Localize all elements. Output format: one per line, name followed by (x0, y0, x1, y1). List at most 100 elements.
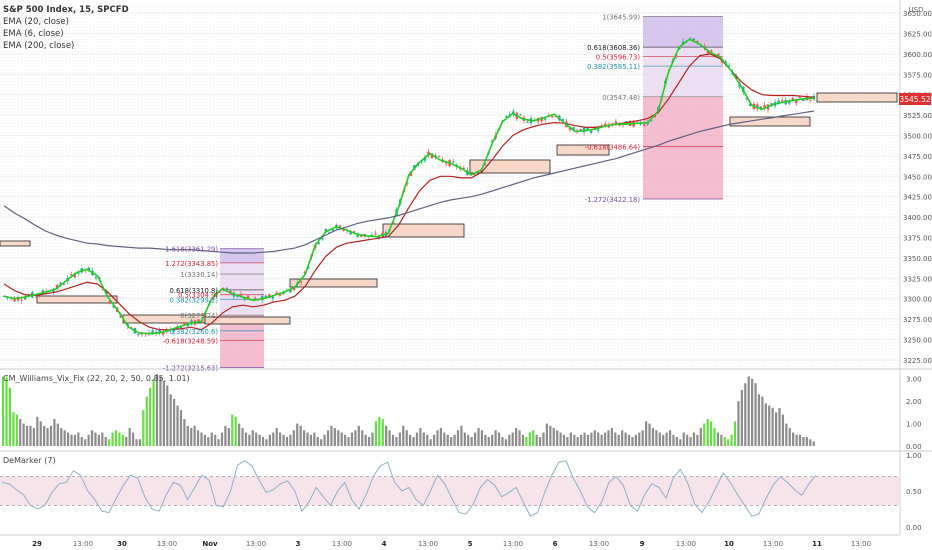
fib-band (220, 274, 264, 290)
vix-bar (453, 434, 456, 446)
vix-bar (326, 430, 330, 446)
vix-bar (436, 430, 439, 446)
vix-bar (152, 378, 155, 446)
time-tick-label: 13:00 (73, 540, 93, 548)
vix-bar (347, 437, 350, 446)
vix-bar (716, 432, 720, 446)
vix-bar (473, 432, 477, 446)
vix-bar (258, 434, 261, 446)
vix-bar (138, 439, 142, 446)
vix-bar (354, 430, 357, 446)
candle (483, 163, 487, 167)
sr-box[interactable] (289, 278, 378, 288)
vix-bar (125, 437, 128, 446)
candle (423, 154, 427, 163)
sr-box[interactable] (0, 240, 31, 247)
fib-level-label: 0.382(3299.2) (169, 296, 218, 304)
price-tick-label: 3525.00 (903, 112, 932, 120)
vix-bar (576, 437, 579, 446)
vix-bar (90, 430, 94, 446)
price-tick-label: 3625.00 (903, 31, 932, 39)
legend-ema20[interactable]: EMA (20, close) (3, 17, 69, 27)
vix-bar (361, 430, 364, 446)
vix-bar (313, 432, 316, 446)
vix-bar (607, 430, 610, 446)
fib-level-label: 0.382(3585.11) (587, 63, 640, 71)
time-axis[interactable]: 29 13:00 30 13:00 Nov 13:00 3 13:00 4 13:00 5 13:00… (32, 540, 871, 548)
vix-bar (302, 430, 306, 446)
vix-bar (371, 432, 374, 446)
time-tick-label: Nov (202, 540, 218, 548)
fib-level-label: -0.618(3248.59) (163, 338, 219, 346)
vix-pane (2, 374, 815, 446)
vix-bar (665, 432, 668, 446)
vix-bar (634, 434, 637, 446)
vix-bar (70, 434, 73, 446)
price-tick-label: 3500.00 (903, 133, 932, 141)
legend-ema6[interactable]: EMA (6, close) (3, 29, 64, 39)
vix-bar (381, 419, 384, 446)
fib-band (643, 47, 723, 57)
vix-bar (111, 432, 114, 446)
vix-bar (80, 437, 83, 446)
vix-bar (60, 428, 63, 446)
vix-bar (173, 398, 176, 446)
vix-bar (25, 425, 29, 446)
vix-bar (812, 441, 815, 446)
vix-bar (689, 437, 692, 446)
vix-bar (142, 410, 145, 446)
vix-bar (487, 437, 490, 446)
sr-box[interactable] (729, 116, 811, 127)
vix-bar (747, 376, 750, 446)
vix-bar (49, 425, 53, 446)
sr-box[interactable] (382, 223, 465, 238)
vix-bar (419, 428, 422, 446)
vix-axis[interactable]: 3.00 2.00 1.00 0.00 (906, 376, 922, 451)
vix-bar (268, 434, 271, 446)
vix-bar (675, 437, 678, 446)
demarker-axis[interactable]: 1.00 0.50 0.00 (906, 452, 922, 532)
vix-bar (145, 396, 148, 446)
sr-box[interactable] (36, 295, 118, 304)
vix-bar (340, 432, 343, 446)
price-tick-label: 3425.00 (903, 194, 932, 202)
vix-bar (511, 432, 514, 446)
vix-bar (196, 430, 200, 446)
vix-bar (94, 432, 97, 446)
candle (158, 327, 161, 336)
legend-ema200[interactable]: EMA (200, close) (3, 41, 74, 51)
sr-box[interactable] (816, 92, 898, 103)
vix-bar (658, 432, 661, 446)
vix-bar (737, 401, 740, 446)
fib-zones (220, 16, 723, 368)
candle (101, 289, 105, 291)
sr-box[interactable] (556, 144, 610, 156)
time-tick-label: 13:00 (589, 540, 609, 548)
vix-tick-label: 2.00 (906, 398, 922, 406)
fib-band (220, 330, 264, 341)
vix-bar (422, 432, 425, 446)
fib-level-label: 0(3547.48) (602, 94, 640, 102)
price-tick-label: 3575.00 (903, 71, 932, 79)
vix-bar (600, 434, 603, 446)
vix-bar (248, 434, 251, 446)
vix-bar (446, 434, 449, 446)
vix-bar (757, 394, 761, 446)
vix-bar (357, 425, 360, 446)
vix-bar (275, 428, 278, 446)
time-tick-label: 13:00 (246, 540, 266, 548)
vix-bar (542, 432, 545, 446)
vix-tick-label: 3.00 (906, 376, 922, 384)
vix-bar (155, 374, 159, 446)
vix-bar (586, 434, 590, 446)
vix-bar (296, 423, 299, 446)
candle (706, 50, 710, 57)
vix-bar (545, 423, 549, 446)
vix-bar (114, 430, 118, 446)
vix-bar (12, 412, 15, 446)
vix-bar (241, 428, 244, 446)
demarker-tick-label: 0.50 (906, 488, 922, 496)
sr-box[interactable] (204, 316, 291, 325)
candle (317, 241, 321, 245)
price-tick-label: 3400.00 (903, 214, 932, 222)
